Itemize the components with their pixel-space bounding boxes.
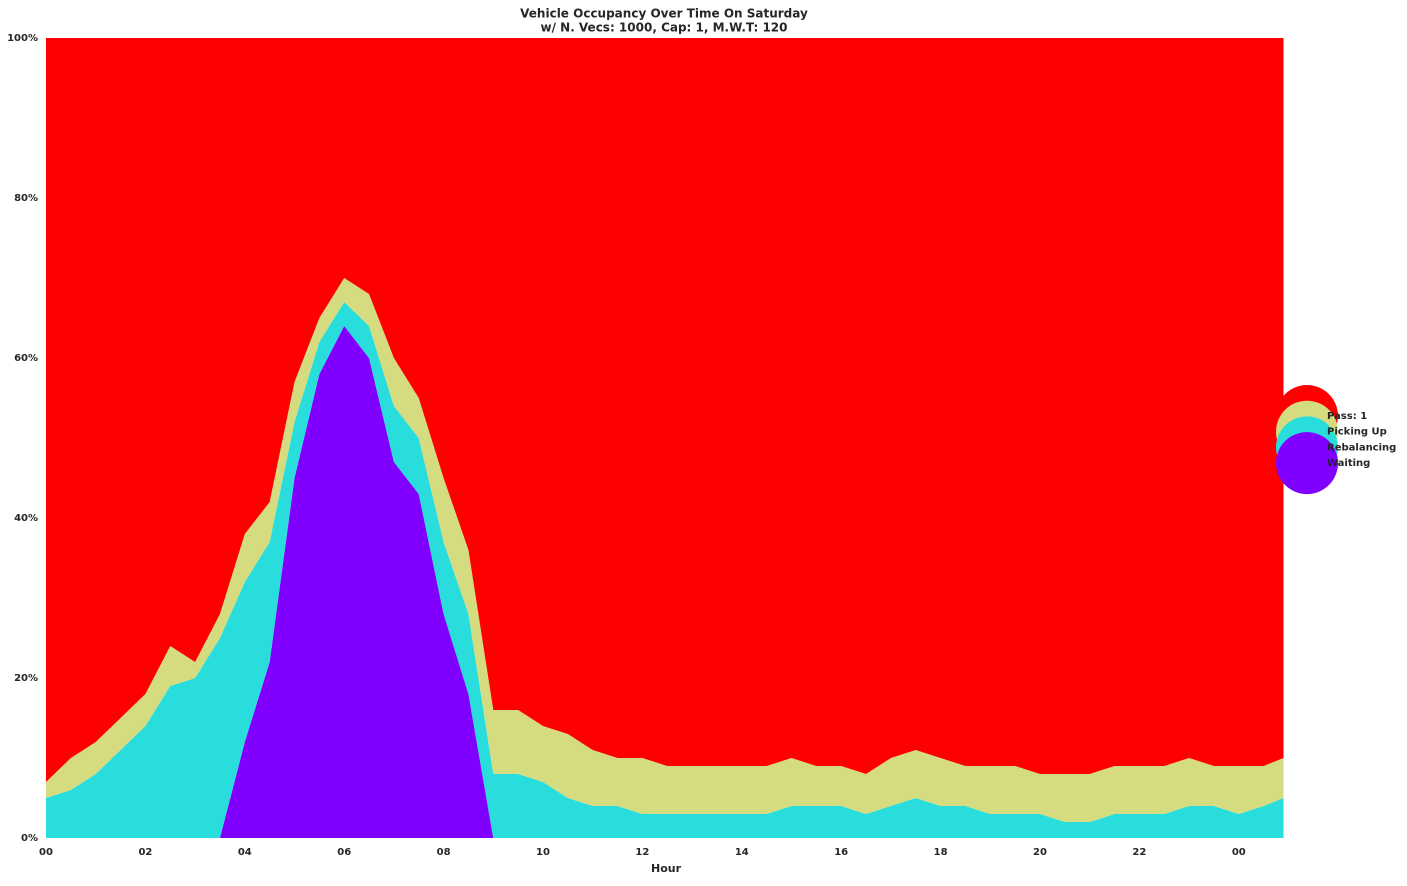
y-tick-label: 80%: [14, 193, 38, 204]
x-tick-label: 20: [1033, 847, 1047, 858]
y-tick-label: 60%: [14, 353, 38, 364]
x-tick-label: 18: [934, 847, 948, 858]
x-tick-label: 12: [635, 847, 649, 858]
x-tick-label: 10: [536, 847, 550, 858]
chart-title: Vehicle Occupancy Over Time On Saturday: [520, 7, 808, 21]
y-tick-label: 100%: [7, 33, 38, 44]
x-tick-label: 16: [834, 847, 848, 858]
x-tick-label: 08: [437, 847, 451, 858]
x-tick-label: 00: [39, 847, 53, 858]
x-tick-label: 04: [238, 847, 252, 858]
legend-swatch: [1276, 432, 1338, 495]
area: [46, 38, 1284, 782]
legend-label: Waiting: [1327, 458, 1370, 469]
y-tick-label: 40%: [14, 513, 38, 524]
chart-subtitle: w/ N. Vecs: 1000, Cap: 1, M.W.T: 120: [541, 21, 788, 35]
y-tick-label: 0%: [21, 833, 38, 844]
x-tick-label: 22: [1132, 847, 1146, 858]
legend-label: Pass: 1: [1327, 411, 1367, 422]
area: [46, 278, 1284, 822]
x-tick-label: 14: [735, 847, 749, 858]
x-axis-label: Hour: [651, 862, 682, 875]
x-tick-label: 02: [138, 847, 152, 858]
area: [46, 326, 1284, 838]
x-tick-label: 06: [337, 847, 351, 858]
legend-label: Rebalancing: [1327, 442, 1396, 453]
y-tick-label: 20%: [14, 673, 38, 684]
area: [46, 302, 1284, 838]
legend-label: Picking Up: [1327, 427, 1387, 438]
x-tick-label: 00: [1232, 847, 1246, 858]
